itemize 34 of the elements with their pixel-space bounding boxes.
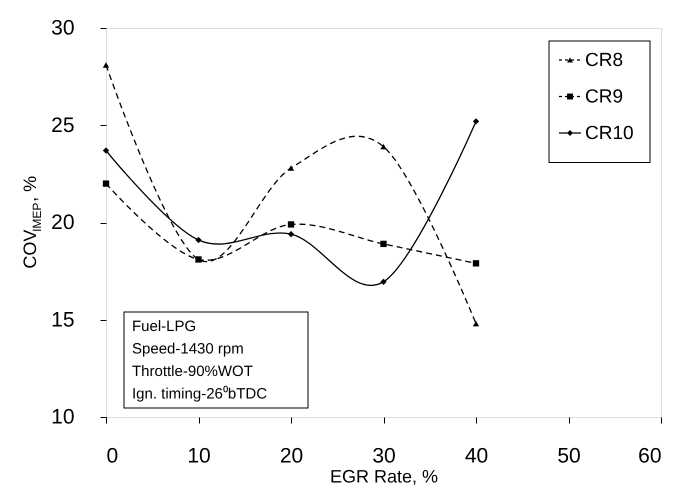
point	[288, 231, 294, 238]
point	[380, 278, 387, 285]
x-tick-label: 0	[106, 444, 118, 468]
y-tick-label: 30	[51, 16, 74, 40]
y-axis-title: COVIMEP, %	[20, 176, 44, 269]
point	[102, 62, 110, 68]
point	[472, 260, 480, 267]
x-tick-label: 20	[280, 444, 304, 468]
x-axis-title: EGR Rate, %	[330, 466, 438, 486]
x-tick-label: 60	[638, 444, 662, 468]
point	[288, 165, 294, 171]
annotation: Fuel-LPG	[132, 318, 196, 335]
x-tick-label: 40	[464, 444, 488, 468]
legend-label: CR8	[585, 50, 624, 71]
y-tick-label: 25	[51, 114, 74, 137]
x-tick-label: 30	[372, 444, 396, 468]
annotation: Speed-1430 rpm	[132, 340, 244, 358]
annotation: Throttle-90%WOT	[132, 363, 253, 380]
point	[472, 320, 480, 326]
x-tick-label: 50	[557, 444, 581, 468]
y-tick-label: 15	[51, 308, 74, 332]
x-tick-label: 10	[187, 444, 211, 468]
point	[288, 221, 294, 228]
point	[380, 144, 387, 150]
legend-label: CR9	[585, 86, 624, 108]
point	[102, 147, 110, 154]
annotation: Ign. timing-26⁰bTDC	[132, 386, 268, 402]
point	[472, 118, 480, 125]
y-tick-label: 20	[51, 211, 74, 234]
legend-label: CR10	[585, 123, 634, 144]
point	[380, 240, 387, 248]
point	[102, 180, 110, 187]
y-tick-label: 10	[51, 406, 74, 428]
point	[195, 236, 202, 244]
